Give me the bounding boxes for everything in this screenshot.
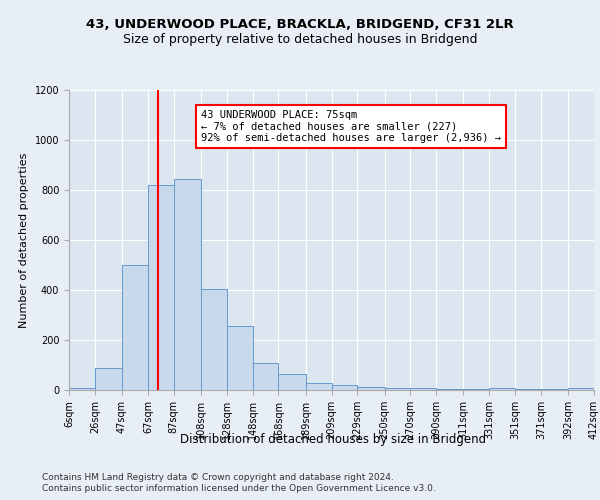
Bar (227, 326, 253, 390)
Text: 43, UNDERWOOD PLACE, BRACKLA, BRIDGEND, CF31 2LR: 43, UNDERWOOD PLACE, BRACKLA, BRIDGEND, … (86, 18, 514, 30)
Bar (436, 389, 463, 390)
Bar (515, 389, 541, 390)
Bar (174, 179, 201, 390)
Bar (69, 388, 95, 390)
Bar (568, 388, 594, 390)
Bar (122, 265, 148, 390)
Bar (489, 388, 515, 390)
Bar (148, 185, 174, 390)
Bar (278, 374, 305, 390)
Text: Size of property relative to detached houses in Bridgend: Size of property relative to detached ho… (123, 32, 477, 46)
Bar (201, 289, 227, 390)
Bar (541, 389, 568, 390)
Bar (305, 382, 332, 390)
Bar (358, 387, 385, 390)
Bar (410, 388, 436, 390)
Text: Contains HM Land Registry data © Crown copyright and database right 2024.: Contains HM Land Registry data © Crown c… (42, 472, 394, 482)
Bar (95, 368, 122, 390)
Bar (385, 388, 410, 390)
Text: Distribution of detached houses by size in Bridgend: Distribution of detached houses by size … (180, 432, 486, 446)
Bar (253, 362, 278, 390)
Bar (463, 389, 489, 390)
Text: 43 UNDERWOOD PLACE: 75sqm
← 7% of detached houses are smaller (227)
92% of semi-: 43 UNDERWOOD PLACE: 75sqm ← 7% of detach… (201, 110, 501, 143)
Bar (331, 385, 358, 390)
Text: Contains public sector information licensed under the Open Government Licence v3: Contains public sector information licen… (42, 484, 436, 493)
Y-axis label: Number of detached properties: Number of detached properties (19, 152, 29, 328)
